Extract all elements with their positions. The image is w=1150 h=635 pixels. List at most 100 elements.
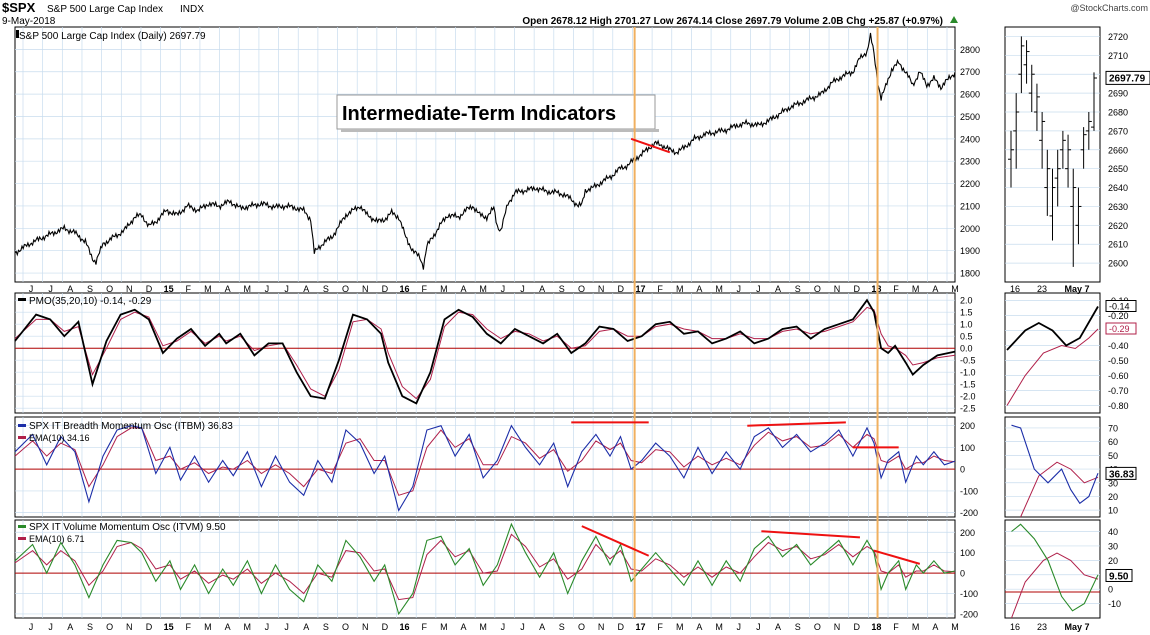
date-label: 9-May-2018 [2, 16, 56, 27]
zoom-x-tick-label-bottom: 16 [1010, 622, 1020, 632]
zoom-price-y-tick-label: 2670 [1108, 126, 1128, 136]
x-tick-label-top: D [382, 284, 389, 294]
zoom-itbm-y-tick-label: 10 [1108, 506, 1118, 516]
x-tick-label-bottom: J [736, 622, 741, 632]
zoom-itbm-last-label: 36.83 [1109, 469, 1134, 480]
zoom-pmo-signal-label: -0.29 [1109, 324, 1130, 334]
zoom-pmo-y-tick-label: -0.80 [1108, 401, 1129, 411]
watermark-label: @StockCharts.com [1070, 3, 1148, 13]
x-tick-label-top: N [362, 284, 369, 294]
itvm-trendline [761, 530, 861, 539]
x-tick-label-bottom: O [342, 622, 349, 632]
zoom-price-y-tick-label: 2630 [1108, 202, 1128, 212]
itbm-legend-swatch [18, 424, 26, 427]
zoom-price-y-tick-label: 2600 [1108, 259, 1128, 269]
x-tick-label-bottom: N [834, 622, 841, 632]
itvm-panel-title: SPX IT Volume Momentum Osc (ITVM) 9.50 [29, 522, 226, 533]
itvm-ema-legend: EMA(10) 6.71 [29, 534, 85, 544]
zoom-pmo-line [1006, 306, 1099, 351]
zoom-itvm-ema-line [1011, 552, 1099, 619]
x-tick-label-top: M [951, 284, 959, 294]
itvm-y-tick-label: 0 [960, 569, 965, 579]
x-tick-label-top: M [912, 284, 920, 294]
zoom-itvm-y-tick-label: -10 [1108, 599, 1121, 609]
itbm-panel-frame [14, 416, 956, 518]
zoom-itvm-last-label: 9.50 [1109, 571, 1129, 582]
zoom-pmo-y-tick-label: -0.60 [1108, 371, 1129, 381]
itvm-y-tick-label: -100 [960, 589, 978, 599]
x-tick-label-bottom: D [618, 622, 625, 632]
price-y-tick-label: 2700 [960, 67, 980, 77]
itbm-panel-zoom-frame [1004, 416, 1101, 518]
x-tick-label-top: S [87, 284, 93, 294]
x-tick-label-bottom: M [951, 622, 959, 632]
itvm-y-tick-label: -200 [960, 609, 978, 619]
x-tick-label-bottom: J [756, 622, 761, 632]
x-tick-label-bottom: F [657, 622, 663, 632]
price-y-tick-label: 2600 [960, 90, 980, 100]
zoom-price-last-label: 2697.79 [1109, 73, 1146, 84]
x-tick-label-top: F [657, 284, 663, 294]
annotation-shadow [341, 129, 659, 132]
zoom-x-tick-label-top: May 7 [1064, 284, 1089, 294]
x-tick-label-bottom: D [146, 622, 153, 632]
x-tick-label-bottom: F [186, 622, 192, 632]
zoom-itbm-line [1011, 424, 1099, 505]
itbm-y-tick-label: -200 [960, 508, 978, 518]
x-tick-label-top: N [834, 284, 841, 294]
x-tick-label-bottom: A [67, 622, 73, 632]
zoom-price-y-tick-label: 2710 [1108, 51, 1128, 61]
price-panel-title: S&P 500 Large Cap Index (Daily) 2697.79 [19, 31, 206, 42]
pmo-legend-swatch [18, 298, 26, 301]
zoom-pmo-y-tick-label: -0.50 [1108, 356, 1129, 366]
price-y-tick-label: 2100 [960, 201, 980, 211]
pmo-panel-zoom-frame [1004, 292, 1101, 414]
x-tick-label-bottom: M [479, 622, 487, 632]
zoom-itvm-y-tick-label: 40 [1108, 527, 1118, 537]
price-y-tick-label: 2500 [960, 112, 980, 122]
exchange-label: INDX [180, 4, 204, 15]
pmo-signal-line [14, 306, 956, 400]
x-tick-label-bottom: J [29, 622, 34, 632]
x-tick-label-top: D [853, 284, 860, 294]
x-tick-label-bottom: O [814, 622, 821, 632]
x-tick-label-top: M [204, 284, 212, 294]
index-name-label: S&P 500 Large Cap Index [47, 4, 163, 15]
x-tick-label-top: M [479, 284, 487, 294]
x-tick-label-top: F [421, 284, 427, 294]
x-tick-label-bottom: A [696, 622, 702, 632]
itbm-trendline [747, 421, 846, 427]
zoom-itvm-y-tick-label: 20 [1108, 556, 1118, 566]
pmo-y-tick-label: -2.5 [960, 404, 976, 414]
itvm-y-tick-label: 200 [960, 528, 975, 538]
x-tick-label-bottom: M [244, 622, 252, 632]
zoom-pmo-y-tick-label: -0.20 [1108, 311, 1129, 321]
x-tick-label-bottom: O [106, 622, 113, 632]
x-tick-label-bottom: S [795, 622, 801, 632]
pmo-y-tick-label: 0.0 [960, 344, 973, 354]
zoom-itbm-y-tick-label: 50 [1108, 451, 1118, 461]
price-panel-zoom-frame [1004, 26, 1101, 283]
x-tick-label-bottom: D [382, 622, 389, 632]
zoom-itbm-y-tick-label: 70 [1108, 423, 1118, 433]
x-tick-label-bottom: 18 [871, 622, 881, 632]
zoom-x-tick-label-bottom: May 7 [1064, 622, 1089, 632]
x-tick-label-bottom: N [126, 622, 133, 632]
itvm-panel-zoom-frame [1004, 519, 1101, 619]
zoom-price-y-tick-label: 2620 [1108, 221, 1128, 231]
x-tick-label-bottom: F [421, 622, 427, 632]
x-tick-label-bottom: J [284, 622, 289, 632]
zoom-pmo-y-tick-label: -0.70 [1108, 386, 1129, 396]
zoom-x-tick-label-top: 23 [1037, 284, 1047, 294]
x-tick-label-bottom: S [87, 622, 93, 632]
x-tick-label-bottom: D [853, 622, 860, 632]
x-tick-label-bottom: J [501, 622, 506, 632]
x-tick-label-bottom: S [323, 622, 329, 632]
x-tick-label-top: M [244, 284, 252, 294]
zoom-itvm-y-tick-label: 0 [1108, 585, 1113, 595]
symbol-label: $SPX [2, 0, 36, 15]
itvm-line [14, 522, 956, 616]
itvm-ema-legend-swatch [18, 537, 26, 540]
itvm-panel-frame [14, 519, 956, 619]
zoom-price-y-tick-label: 2690 [1108, 89, 1128, 99]
